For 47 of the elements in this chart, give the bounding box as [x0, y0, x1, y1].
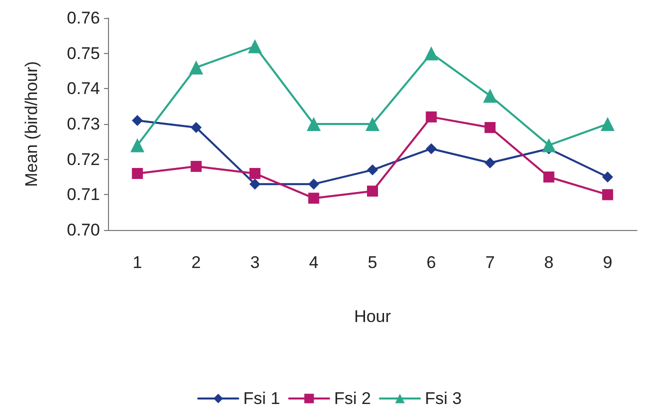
x-tick-label: 8 — [544, 253, 554, 272]
point — [132, 168, 143, 179]
point — [426, 111, 437, 122]
x-tick-label: 3 — [250, 253, 260, 272]
x-tick-label: 5 — [368, 253, 378, 272]
point — [190, 160, 202, 172]
point — [248, 39, 262, 54]
legend-label: Fsi 3 — [424, 389, 462, 408]
point — [366, 117, 380, 131]
point — [542, 138, 556, 152]
point — [249, 168, 260, 179]
x-tick-label: 7 — [485, 253, 495, 272]
y-tick-label: 0.75 — [66, 44, 100, 63]
y-tick-label: 0.70 — [66, 220, 100, 240]
point — [308, 178, 320, 190]
legend-label: Fsi 2 — [334, 389, 371, 408]
x-tick-label: 1 — [132, 253, 142, 272]
x-axis-title: Hour — [354, 307, 392, 326]
x-tick-label: 2 — [191, 253, 201, 272]
legend-label: Fsi 1 — [243, 389, 280, 408]
point — [306, 117, 321, 131]
point — [132, 114, 143, 126]
point — [484, 157, 496, 168]
y-tick-label: 0.74 — [66, 79, 100, 98]
point — [367, 186, 378, 197]
y-tick-label: 0.71 — [66, 185, 100, 204]
x-tick-label: 4 — [308, 253, 318, 272]
y-tick-label: 0.76 — [66, 8, 100, 28]
point — [483, 88, 498, 103]
point — [602, 172, 614, 182]
point — [190, 122, 202, 134]
point — [600, 117, 615, 131]
y-tick-label: 0.72 — [66, 150, 100, 169]
point — [602, 189, 614, 200]
point — [543, 172, 554, 182]
point — [189, 60, 204, 74]
point — [130, 138, 144, 152]
point — [249, 178, 260, 190]
point — [367, 164, 378, 176]
point — [308, 192, 320, 204]
point — [424, 46, 438, 60]
point — [484, 122, 496, 134]
x-tick-label: 9 — [602, 253, 612, 272]
x-tick-label: 6 — [426, 253, 436, 272]
y-tick-label: 0.73 — [66, 114, 100, 134]
y-axis-title: Mean (bird/hour) — [22, 61, 41, 187]
point — [426, 143, 437, 154]
